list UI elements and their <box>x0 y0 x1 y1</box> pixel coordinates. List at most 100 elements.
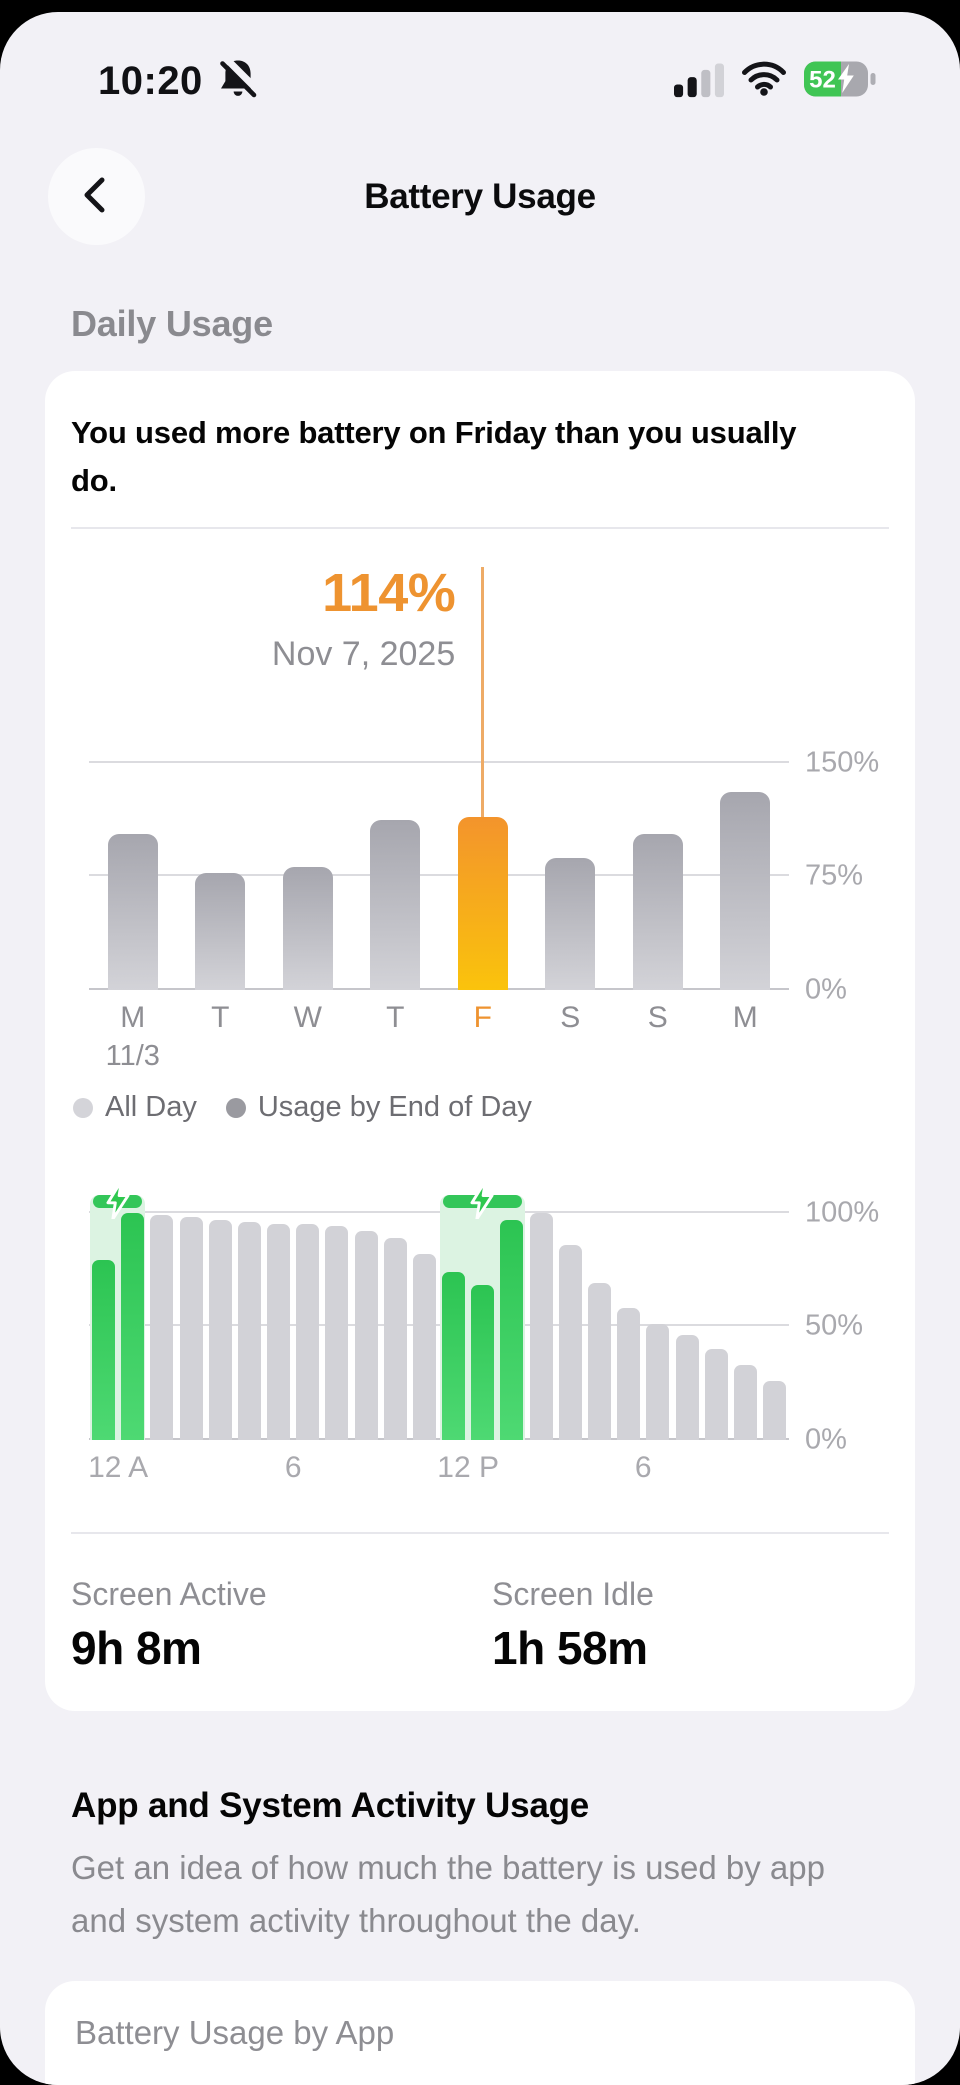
bar-column <box>410 1190 439 1440</box>
daily-usage-bar[interactable] <box>370 820 421 990</box>
bar-column <box>352 725 440 990</box>
bar-column <box>556 1190 585 1440</box>
daily-usage-bar[interactable] <box>545 858 596 990</box>
battery-level-bar[interactable] <box>704 1349 728 1440</box>
divider <box>71 1532 889 1534</box>
bar-column <box>177 725 265 990</box>
y-axis-label: 150% <box>805 746 880 779</box>
daily-usage-bar[interactable] <box>457 817 508 990</box>
battery-level-bar[interactable] <box>529 1213 553 1440</box>
battery-level-bar[interactable] <box>558 1245 582 1440</box>
battery-level-bar[interactable] <box>325 1226 349 1440</box>
battery-level-bar[interactable] <box>675 1335 699 1440</box>
battery-level-bar[interactable] <box>296 1224 320 1440</box>
screen: 10:20 <box>0 12 960 2085</box>
bar-column <box>439 725 527 990</box>
day-date <box>439 1039 527 1073</box>
battery-level-bar[interactable] <box>471 1285 495 1440</box>
x-axis-label: 6 <box>634 1451 652 1484</box>
cellular-signal-icon <box>674 60 724 103</box>
bar-column <box>352 1190 381 1440</box>
chart-callout: 114% Nov 7, 2025 <box>71 529 889 725</box>
daily-usage-bar[interactable] <box>632 834 683 990</box>
bars-layer <box>89 1190 789 1440</box>
battery-level-bar[interactable] <box>267 1224 291 1440</box>
battery-level-bar[interactable] <box>179 1217 203 1440</box>
legend-dot <box>73 1097 93 1118</box>
battery-level-bar[interactable] <box>121 1213 145 1440</box>
bar-column <box>89 1190 118 1440</box>
day-letter: F <box>473 1001 492 1034</box>
daily-usage-chart[interactable]: 114% Nov 7, 2025 0% 75% 150% M 11/3 T W T F S S M … <box>71 529 889 1124</box>
status-bar-left: 10:20 <box>98 55 260 106</box>
callout-value: 114% <box>322 563 456 623</box>
daily-usage-bar[interactable] <box>282 867 333 990</box>
legend-label: All Day <box>105 1091 197 1123</box>
y-axis-label: 0% <box>805 973 847 1006</box>
page-title: Battery Usage <box>364 177 596 216</box>
daily-usage-bar[interactable] <box>195 873 246 990</box>
day-date <box>264 1039 352 1073</box>
screen-idle-label: Screen Idle <box>492 1576 654 1612</box>
day-date <box>527 1039 615 1073</box>
battery-level-bar[interactable] <box>354 1231 378 1440</box>
y-axis-label: 50% <box>805 1309 864 1342</box>
battery-level-bar[interactable] <box>617 1308 641 1440</box>
bar-column <box>439 1190 468 1440</box>
x-axis-label: T <box>352 1000 440 1073</box>
x-axis-label: 12 A <box>88 1451 149 1484</box>
day-letter: W <box>293 1001 322 1034</box>
battery-level-bar[interactable] <box>150 1215 174 1440</box>
battery-level-bar[interactable] <box>383 1238 407 1440</box>
battery-usage-by-app-row[interactable]: Battery Usage by App <box>75 2014 395 2051</box>
x-axis-label: S <box>614 1000 702 1073</box>
day-date <box>177 1039 265 1073</box>
notifications-silenced-icon <box>217 55 260 106</box>
legend-item: Usage by End of Day <box>225 1091 532 1124</box>
battery-level-chart[interactable]: 0% 50% 100% 12 A 6 12 P 6 <box>71 1181 889 1492</box>
navigation-bar: Battery Usage <box>0 148 960 245</box>
battery-level-bar[interactable] <box>588 1283 611 1440</box>
battery-level-plot: 0% 50% 100% <box>89 1181 879 1456</box>
bar-column <box>702 1190 731 1440</box>
battery-level-bar[interactable] <box>412 1254 436 1440</box>
daily-usage-bar[interactable] <box>107 834 158 990</box>
battery-level-bar[interactable] <box>92 1260 116 1440</box>
battery-level-bar[interactable] <box>763 1381 787 1440</box>
bar-column <box>527 1190 556 1440</box>
battery-level-bar[interactable] <box>500 1220 524 1440</box>
gridline <box>89 1210 789 1213</box>
status-bar-right: 52 <box>674 60 877 103</box>
battery-level-bar[interactable] <box>442 1272 466 1440</box>
day-date <box>614 1039 702 1073</box>
day-letter: S <box>647 1001 668 1034</box>
bar-column <box>731 1190 760 1440</box>
callout-date: Nov 7, 2025 <box>271 635 456 673</box>
daily-usage-header: Daily Usage <box>71 303 273 344</box>
day-letter: M <box>120 1001 146 1034</box>
battery-level-bar[interactable] <box>733 1365 757 1440</box>
day-letter: M <box>732 1001 758 1034</box>
day-letter: T <box>386 1001 405 1034</box>
gridline <box>89 760 789 763</box>
bar-column <box>614 1190 643 1440</box>
battery-level-bar[interactable] <box>208 1220 232 1440</box>
bar-column <box>322 1190 351 1440</box>
battery-level-bar[interactable] <box>237 1222 261 1440</box>
screen-active-value: 9h 8m <box>71 1622 202 1674</box>
status-bar: 10:20 <box>0 12 960 104</box>
chevron-left-icon <box>75 173 119 220</box>
bar-column <box>643 1190 672 1440</box>
wifi-icon <box>741 61 787 101</box>
activity-section-title: App and System Activity Usage <box>71 1786 590 1825</box>
back-button[interactable] <box>48 148 145 245</box>
bar-column <box>760 1190 789 1440</box>
charging-bolt-icon <box>470 1181 494 1219</box>
daily-usage-bar[interactable] <box>720 792 771 990</box>
screen-time-stats: Screen Active 9h 8m Screen Idle 1h 58m <box>71 1534 889 1711</box>
battery-level-x-axis: 12 A 6 12 P 6 <box>88 1448 789 1492</box>
x-axis-label: 12 P <box>437 1451 500 1484</box>
bar-column <box>468 1190 497 1440</box>
battery-level-bar[interactable] <box>646 1324 670 1440</box>
